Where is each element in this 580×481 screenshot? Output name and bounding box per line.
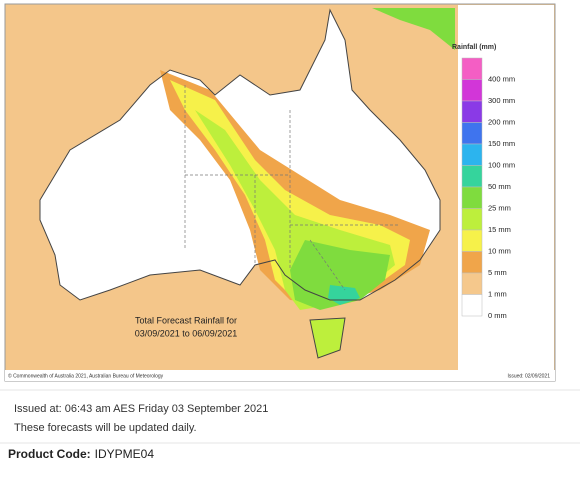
- legend-swatch: [461, 100, 483, 123]
- legend-label: 15 mm: [488, 225, 511, 234]
- coastline: [39, 8, 441, 301]
- legend-swatch: [461, 143, 483, 166]
- legend-label: 5 mm: [488, 268, 507, 277]
- map-title: Total Forecast Rainfall for: [135, 315, 237, 325]
- legend-swatch: [461, 229, 483, 252]
- legend-swatch: [461, 208, 483, 231]
- legend-label: 0 mm: [488, 311, 507, 320]
- legend-label: 50 mm: [488, 182, 511, 191]
- legend-swatch: [461, 294, 483, 317]
- legend-label: 400 mm: [488, 74, 515, 83]
- legend-swatch: [461, 272, 483, 295]
- product-code-value: IDYPME04: [95, 447, 155, 461]
- tasmania: [309, 317, 346, 359]
- product-code: Product Code: IDYPME04: [8, 447, 154, 461]
- legend-swatch: [461, 122, 483, 145]
- legend-label: 25 mm: [488, 203, 511, 212]
- legend-label: 200 mm: [488, 117, 515, 126]
- product-code-label: Product Code:: [8, 447, 91, 461]
- legend-label: 10 mm: [488, 246, 511, 255]
- map-title: 03/09/2021 to 06/09/2021: [135, 328, 238, 338]
- legend-swatch: [461, 57, 483, 80]
- state-border: [184, 85, 400, 291]
- rain-band-25: [290, 240, 390, 310]
- copyright: © Commonwealth of Australia 2021, Austra…: [8, 372, 164, 379]
- legend-label: 150 mm: [488, 139, 515, 148]
- issued-text: Issued at: 06:43 am AES Friday 03 Septem…: [14, 403, 268, 415]
- legend-label: 1 mm: [488, 289, 507, 298]
- legend-swatch: [461, 251, 483, 274]
- legend-swatch: [461, 186, 483, 209]
- note-text: These forecasts will be updated daily.: [14, 422, 197, 434]
- legend-swatch: [461, 165, 483, 188]
- legend-swatch: [461, 79, 483, 102]
- rain-band-north: [372, 8, 455, 50]
- legend: 400 mm 300 mm 200 mm 150 mm 100 mm 50 mm 25 mm…: [461, 57, 515, 320]
- legend-label: 300 mm: [488, 96, 515, 105]
- footer-strip: [5, 370, 555, 381]
- issued-date: Issued: 02/09/2021: [507, 373, 550, 379]
- legend-label: 100 mm: [488, 160, 515, 169]
- legend-title: Rainfall (mm): [452, 44, 496, 51]
